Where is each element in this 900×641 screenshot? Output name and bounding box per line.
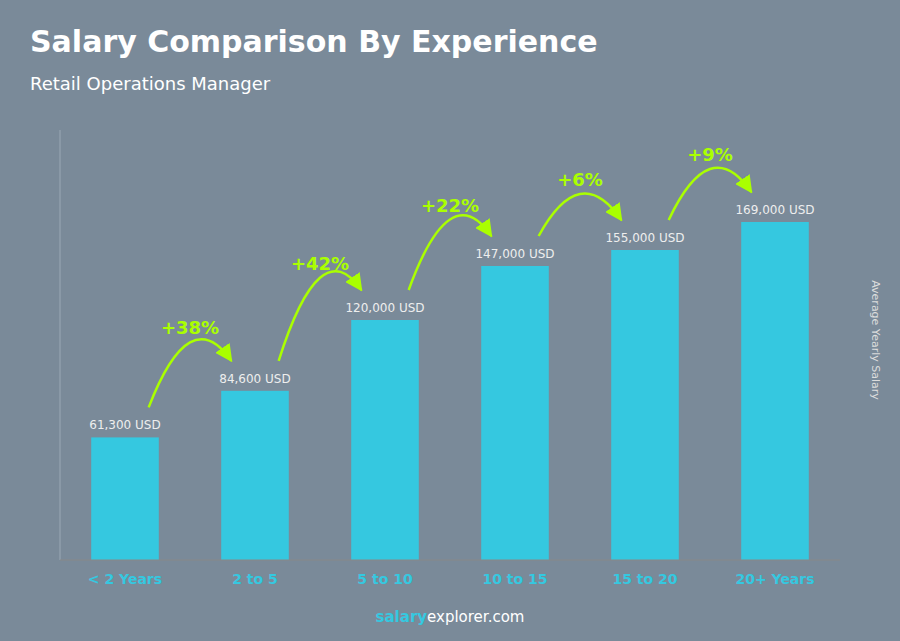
change-arrow [279,271,362,361]
change-arrow [539,194,622,236]
data-label: 120,000 USD [345,301,424,315]
change-label: +38% [161,317,219,338]
data-label: 147,000 USD [475,247,554,261]
change-label: +6% [557,169,603,190]
x-tick-label: 10 to 15 [482,571,547,587]
background [0,0,900,641]
data-label: 155,000 USD [605,231,684,245]
x-tick-label: < 2 Years [88,571,162,587]
change-label: +9% [687,144,733,165]
watermark: explorer.com [427,608,524,626]
x-tick-label: 20+ Years [735,571,814,587]
watermark: salary [376,608,428,626]
change-arrow [409,215,492,290]
change-label: +22% [421,195,479,216]
data-label: 61,300 USD [89,418,160,432]
change-arrow [669,168,752,220]
bar [221,391,289,560]
title: Salary Comparison By Experience [30,24,598,59]
bar [741,222,809,560]
bar [481,266,549,560]
bar [351,320,419,560]
change-arrow [149,339,232,407]
x-tick-label: 2 to 5 [232,571,278,587]
data-label: 84,600 USD [219,372,290,386]
x-axis-line [60,560,840,561]
x-tick-label: 15 to 20 [612,571,677,587]
bars [91,222,809,560]
y-label: Average Yearly Salary [869,280,882,400]
subtitle: Retail Operations Manager [30,73,271,94]
chart: Salary Comparison By Experience Retail Op… [0,0,900,641]
bar [611,250,679,560]
bar [91,437,159,560]
x-tick-label: 5 to 10 [357,571,413,587]
data-label: 169,000 USD [735,203,814,217]
y-axis-line [60,130,61,560]
change-label: +42% [291,253,349,274]
